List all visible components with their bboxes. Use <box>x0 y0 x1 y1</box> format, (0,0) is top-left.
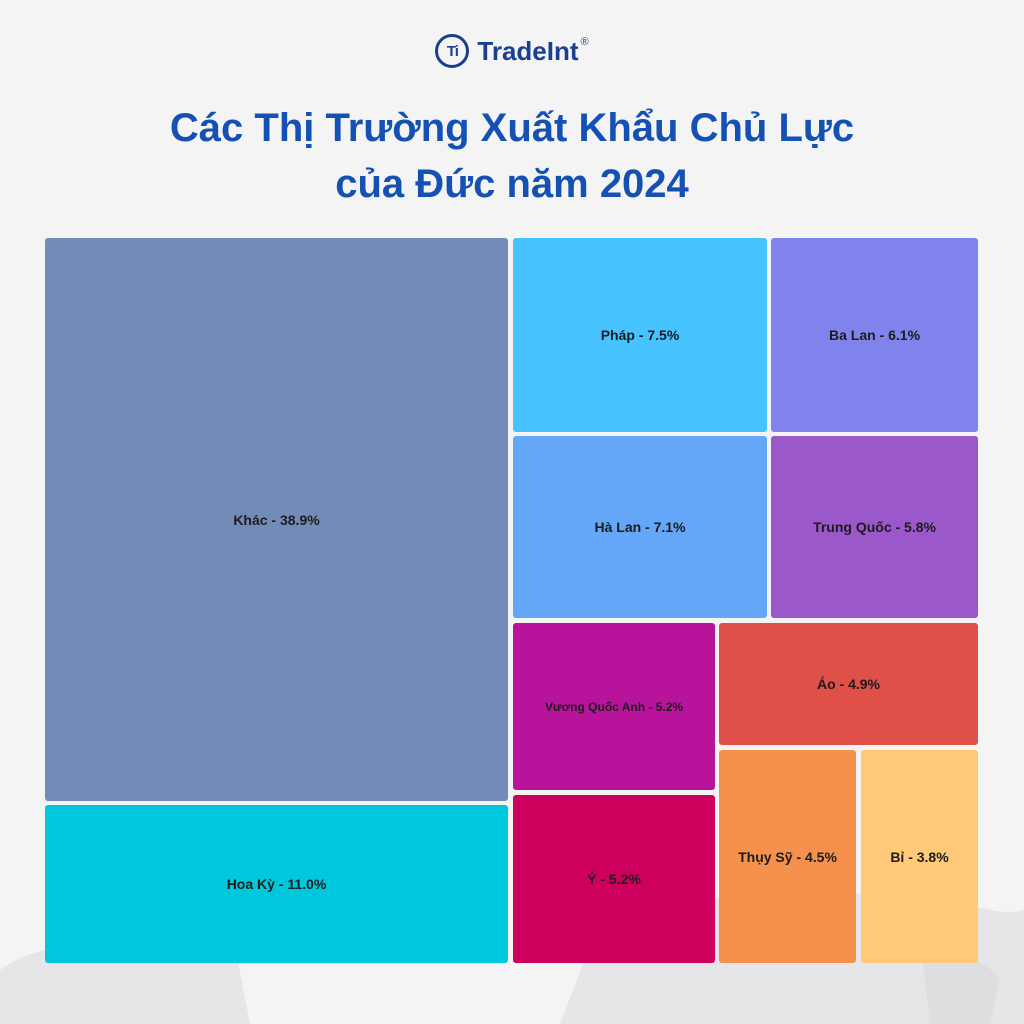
treemap-tile: Thụy Sỹ - 4.5% <box>719 750 856 963</box>
tile-label: Hoa Kỳ - 11.0% <box>226 876 327 892</box>
tile-label: Hà Lan - 7.1% <box>594 519 686 535</box>
tile-label: Ba Lan - 6.1% <box>828 327 921 343</box>
treemap-tile: Trung Quốc - 5.8% <box>771 436 978 618</box>
tile-label: Vương Quốc Anh - 5.2% <box>544 699 684 714</box>
treemap-tile: Bỉ - 3.8% <box>861 750 978 963</box>
tile-label: Pháp - 7.5% <box>600 327 680 343</box>
tile-label: Khác - 38.9% <box>233 511 320 528</box>
treemap-tile: Vương Quốc Anh - 5.2% <box>513 623 715 790</box>
treemap-tile: Áo - 4.9% <box>719 623 978 745</box>
tile-label: Áo - 4.9% <box>816 676 880 692</box>
chart-title: Các Thị Trường Xuất Khẩu Chủ Lực của Đức… <box>0 100 1024 212</box>
chart-title-line-1: Các Thị Trường Xuất Khẩu Chủ Lực <box>169 106 855 150</box>
tile-label: Bỉ - 3.8% <box>890 848 949 865</box>
treemap-tile: Hà Lan - 7.1% <box>513 436 767 618</box>
treemap-tile: Ba Lan - 6.1% <box>771 238 978 432</box>
treemap-tile: Ý - 5.2% <box>513 795 715 963</box>
chart-title-line-2: của Đức năm 2024 <box>335 162 689 206</box>
treemap-tile: Pháp - 7.5% <box>513 238 767 432</box>
brand-name: TradeInt <box>477 35 579 66</box>
treemap-tile: Hoa Kỳ - 11.0% <box>45 805 508 963</box>
tile-label: Trung Quốc - 5.8% <box>813 519 936 535</box>
tile-label: Ý - 5.2% <box>587 871 641 887</box>
tradeint-logo-icon: Ti <box>435 34 470 68</box>
registered-mark: ® <box>580 36 589 48</box>
treemap-tile: Khác - 38.9% <box>45 238 508 801</box>
brand-logo: Ti TradeInt ® <box>0 34 1024 68</box>
tile-label: Thụy Sỹ - 4.5% <box>738 848 837 865</box>
